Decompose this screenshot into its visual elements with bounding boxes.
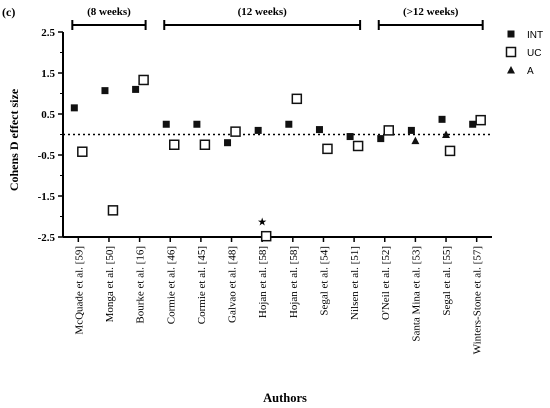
point-int [70,104,78,112]
x-tick-label: McQuade et al. [59] [73,246,85,335]
legend-label-int: INT [527,30,543,41]
group-label: (>12 weeks) [403,6,459,18]
panel-label: (c) [2,5,15,19]
x-tick-label: Galvao et al. [48] [227,246,239,323]
point-int [101,87,109,95]
legend-label-a: A [527,66,534,77]
point-int [469,120,477,128]
legend-marker-int [507,30,515,38]
point-uc [107,205,119,216]
x-tick-label: Winters-Stone et al. [57] [472,246,484,354]
point-a [411,136,420,145]
legend-label-uc: UC [527,48,541,59]
data-points: ★ [70,74,486,242]
x-tick-label: Bourke et al. [16] [135,246,147,324]
legend-marker-uc [505,46,517,58]
point-uc [322,143,333,155]
point-int [438,115,446,123]
point-int [285,120,293,128]
y-tick-label: -2.5 [38,232,56,244]
x-tick-label: Cormie et al. [46] [165,246,177,324]
x-tick-label: O'Neil et al. [52] [380,246,392,320]
significance-star: ★ [257,216,267,228]
x-tick-label: Santa Mina et al. [53] [410,246,422,342]
point-uc [138,74,149,86]
y-tick-label: 2.5 [41,27,55,39]
x-tick-label: Segal et al. [54] [318,246,330,316]
point-int [162,120,170,128]
point-int [407,126,415,134]
point-int [254,126,262,134]
point-int [224,139,232,147]
x-tick-label: Hojan et al. [58] [288,246,300,318]
y-tick-label: 1.5 [41,68,55,80]
group-label: (12 weeks) [238,6,288,18]
point-uc [475,114,486,126]
point-int [132,85,140,93]
point-uc [352,140,364,152]
x-tick-label: Segal et al. [55] [441,246,453,316]
x-tick-label: Monga et al. [50] [104,246,116,322]
point-uc [77,146,88,157]
point-int [315,126,323,134]
point-uc [199,139,211,150]
point-uc [383,125,394,136]
y-tick-label: -1.5 [38,191,56,203]
y-axis-label: Cohens D effect size [7,88,21,191]
point-a [442,130,451,138]
point-uc [444,145,456,157]
x-tick-label: Nilsen et al. [51] [349,246,361,320]
point-uc [260,230,272,242]
x-axis-label: Authors [263,391,307,405]
point-int [377,135,385,143]
x-tick-label: Cormie et al. [45] [196,246,208,324]
point-uc [230,126,241,137]
legend-marker-a [507,66,515,74]
group-label: (8 weeks) [87,6,131,18]
x-axis: McQuade et al. [59] Monga et al. [50] Bour… [63,236,492,354]
legend: INT UC A [505,30,543,77]
point-int [193,120,201,128]
point-uc [169,139,180,150]
point-int [346,133,354,141]
x-tick-label: Hojan et al. [58] [257,246,269,318]
y-tick-label: 0.5 [41,109,55,121]
point-uc [291,93,303,105]
y-tick-label: -0.5 [38,150,56,162]
group-brackets: (8 weeks) (12 weeks) (>12 weeks) [71,6,484,30]
y-axis: 2.5 1.5 0.5 -0.5 -1.5 -2.5 [38,27,64,244]
